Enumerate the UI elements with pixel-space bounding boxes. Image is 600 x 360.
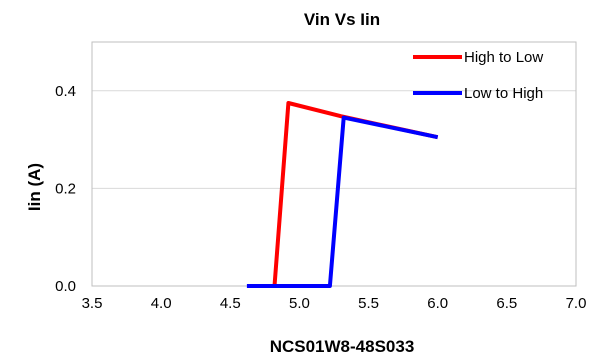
y-tick-label: 0.0 [55,278,76,295]
x-tick-label: 3.5 [82,295,103,312]
x-axis-label: NCS01W8-48S033 [270,337,415,356]
plot-area [91,41,577,287]
y-tick-label: 0.4 [55,83,76,100]
y-axis-label: Iin (A) [25,163,44,211]
x-tick-label: 5.0 [289,295,310,312]
x-tick-label: 4.0 [151,295,172,312]
series-line-2 [246,115,439,288]
series-layer [246,101,439,288]
x-axis: 3.5 4.0 4.5 5.0 5.5 6.0 6.5 7.0 [82,295,587,312]
x-tick-label: 4.5 [220,295,241,312]
gridlines [92,90,576,189]
legend: High to Low Low to High [413,49,543,102]
legend-label-2: Low to High [464,85,543,102]
legend-label-1: High to Low [464,49,543,66]
y-tick-label: 0.2 [55,180,76,197]
x-tick-label: 6.0 [427,295,448,312]
x-tick-label: 6.5 [496,295,517,312]
x-tick-label: 7.0 [566,295,587,312]
chart-title: Vin Vs Iin [304,10,380,29]
y-axis: 0.0 0.2 0.4 [55,83,76,295]
x-tick-label: 5.5 [358,295,379,312]
